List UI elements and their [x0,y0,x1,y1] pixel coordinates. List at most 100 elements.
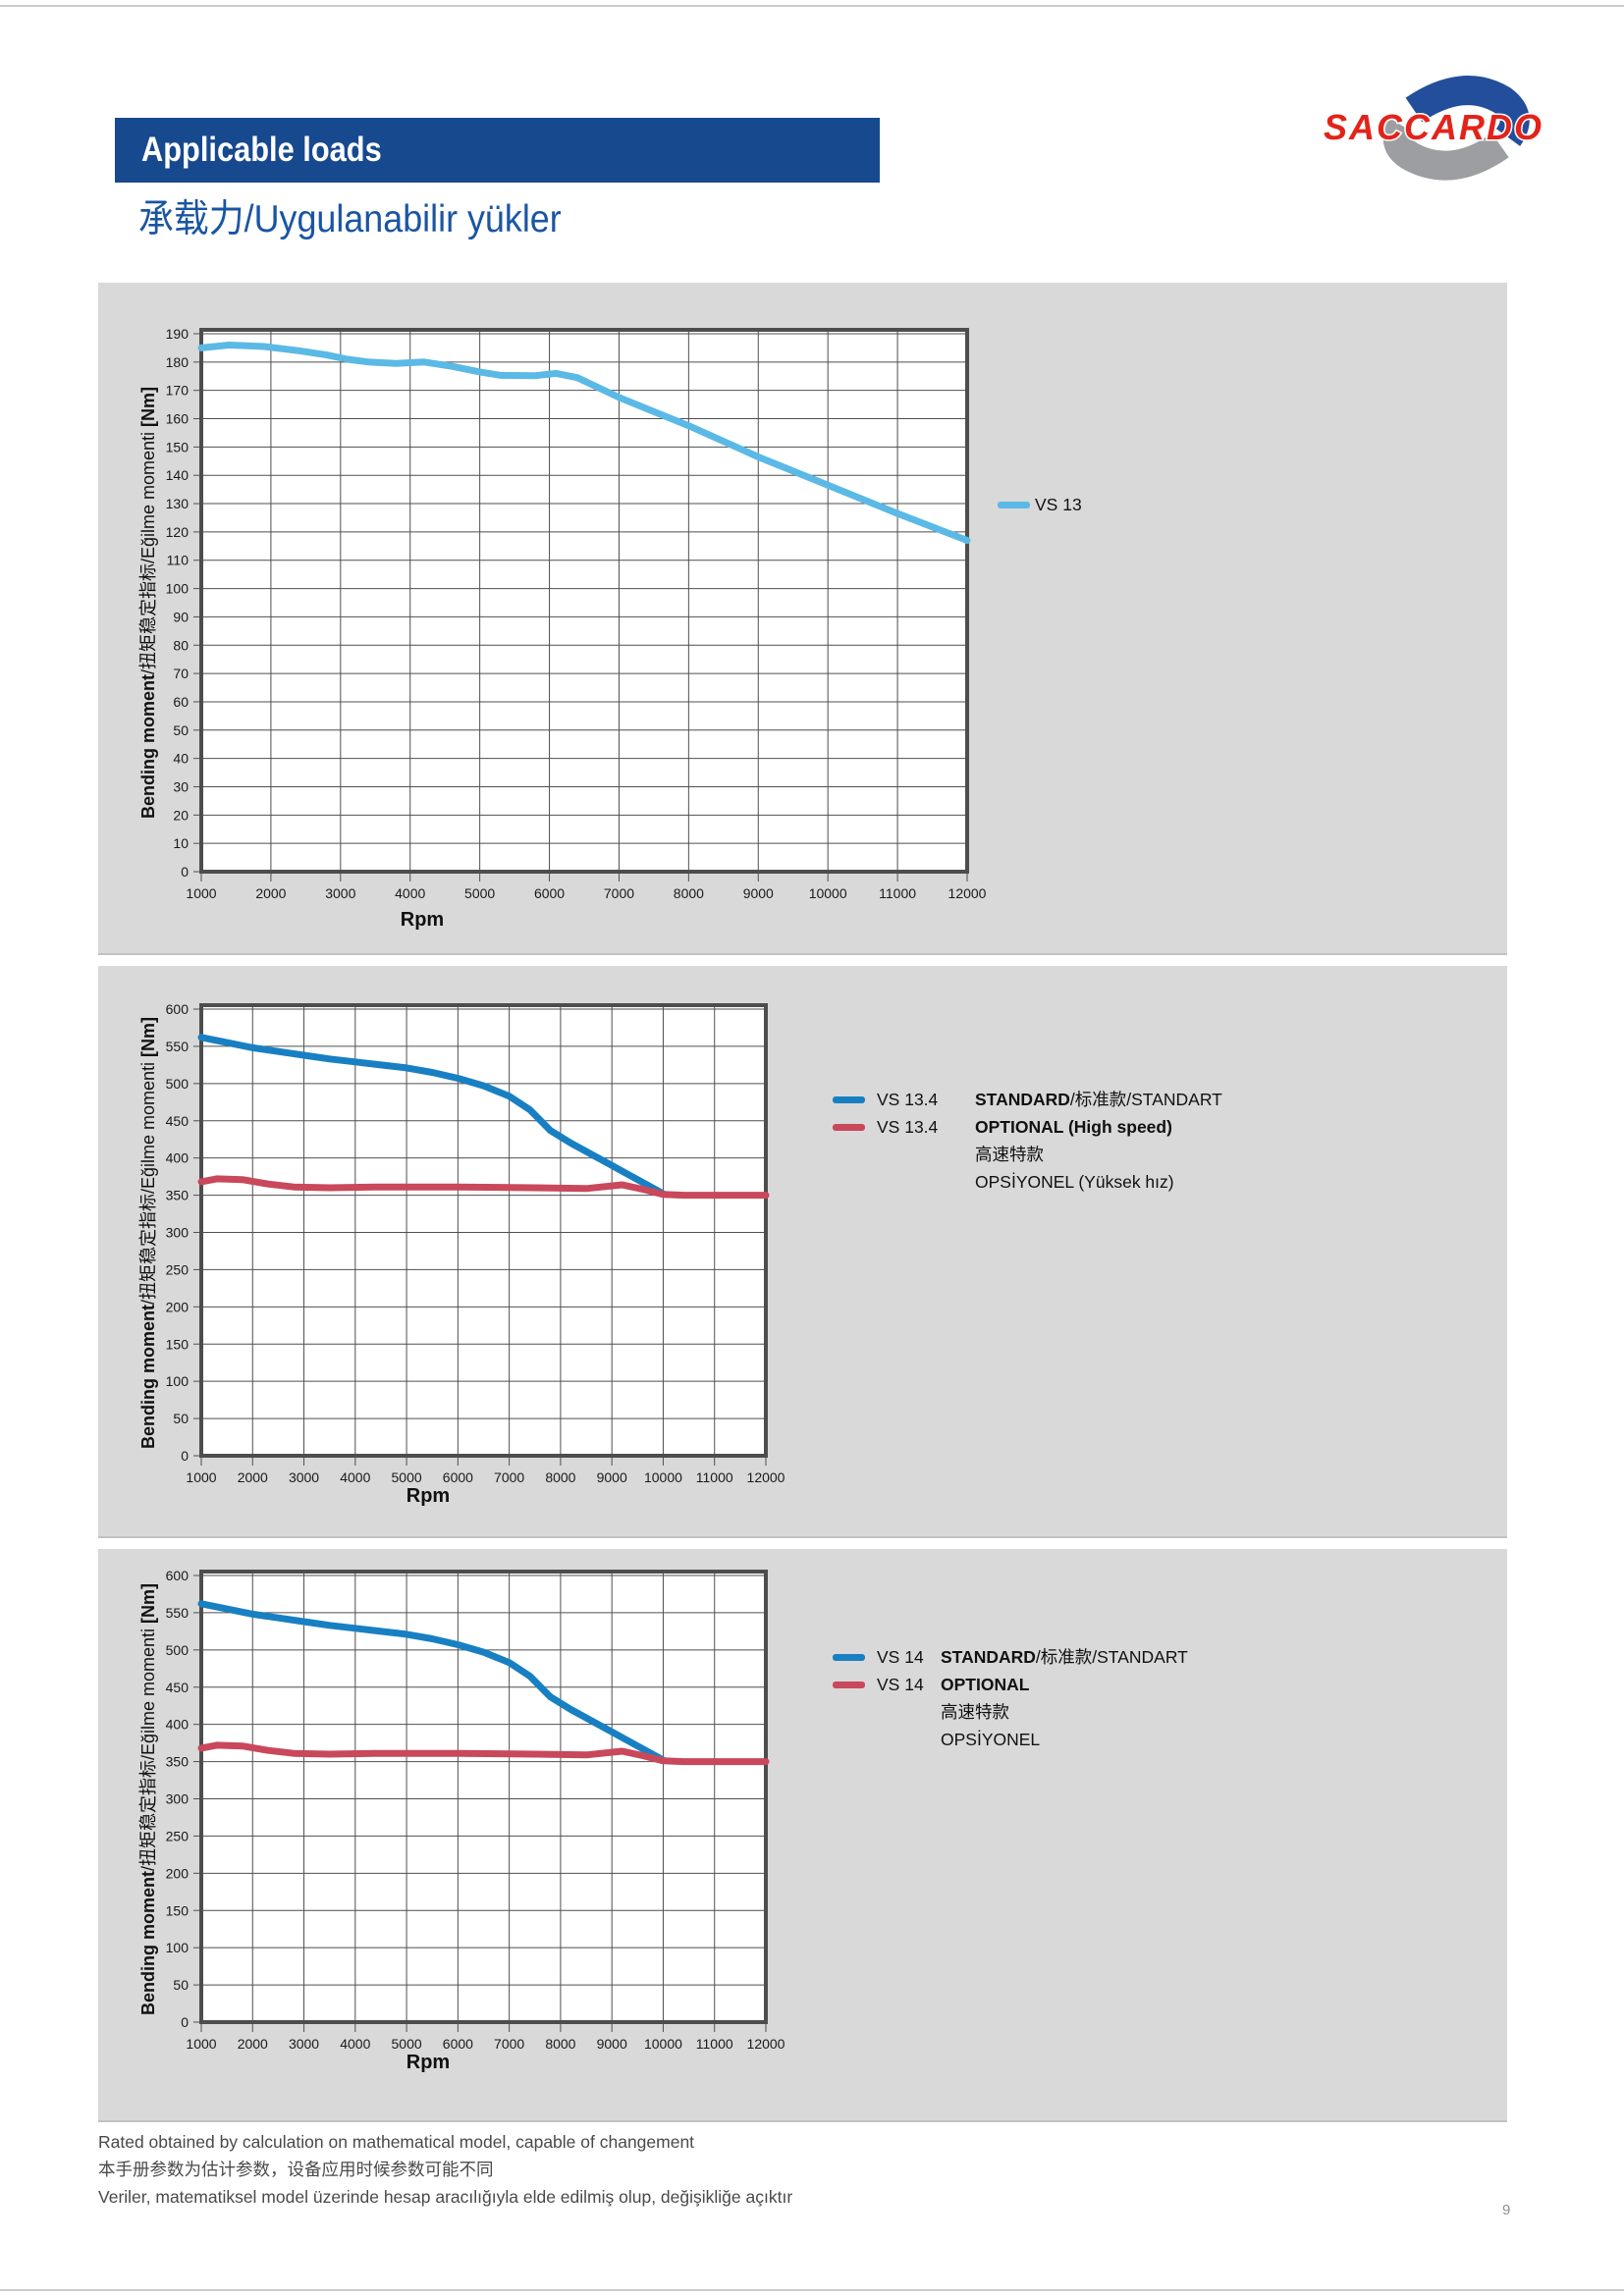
y-axis-label-unit: [Nm] [138,386,158,427]
legend-desc-bold: STANDARD [975,1090,1070,1109]
y-tick-label: 20 [173,807,189,823]
legend-swatch-vs13 [998,502,1030,508]
y-axis-label-unit: [Nm] [138,1582,158,1624]
y-axis-label: Bending moment/扭矩稳定指标/Eğilme momenti [Nm… [135,387,160,819]
legend-label: VS 13 [1035,495,1082,514]
x-tick-label: 11000 [696,1469,733,1485]
x-tick-label: 10000 [644,2036,682,2052]
series-line-vs-13-4-optional-high-speed- [197,1175,770,1200]
legend-desc-cn: 高速特款 [975,1145,1044,1164]
legend-swatch-standard [833,1654,865,1661]
legend-desc-bold: OPTIONAL (High speed) [975,1117,1172,1137]
y-tick-label: 70 [173,666,189,681]
logo-s-bottom-icon [1382,118,1509,181]
chart-vs14-canvas: 0 50 100 150 200 250 300 350 400 450 500 550 600 1000… [166,1568,785,2052]
legend-swatch-optional [833,1682,865,1688]
y-tick-label: 140 [166,467,189,483]
legend-swatch-standard [833,1096,865,1103]
y-tick-label: 500 [166,1642,189,1658]
y-tick-label: 10 [173,835,189,851]
x-tick-label: 8000 [545,1469,575,1485]
page-bottom-edge [0,2289,1624,2291]
x-tick-label: 8000 [545,2036,575,2052]
y-tick-label: 550 [166,1605,189,1621]
legend-swatch-optional [833,1124,865,1131]
x-tick-label: 11000 [696,2036,733,2052]
y-tick-label: 190 [166,326,189,342]
y-tick-label: 100 [166,1940,189,1955]
y-tick-label: 150 [166,439,189,454]
plot-border [199,1003,768,1458]
x-tick-label: 1000 [186,885,216,901]
y-tick-label: 350 [166,1754,189,1770]
x-tick-label: 3000 [289,1469,319,1485]
y-axis-label-bold: Bending moment [138,1305,158,1450]
x-tick-label: 5000 [464,885,495,901]
legend-vs14: VS 14 STANDARD/标准款/STANDART VS 14 OPTION… [833,1643,1188,1753]
y-tick-label: 450 [166,1680,189,1695]
y-tick-label: 200 [166,1865,189,1881]
y-axis-label-mid: /扭矩稳定指标/Eğilme momenti [138,1623,158,1872]
y-axis-label-bold: Bending moment [138,674,158,820]
legend-desc: OPTIONAL 高速特款 OPSİYONEL [941,1671,1040,1753]
y-tick-label: 50 [173,1411,189,1426]
x-tick-label: 6000 [443,2036,473,2052]
y-tick-label: 130 [166,496,189,511]
page-title: Applicable loads [141,131,382,169]
y-tick-label: 0 [181,2014,189,2030]
y-tick-label: 90 [173,609,189,624]
y-tick-label: 0 [181,864,189,880]
legend-model: VS 14 [877,1647,924,1667]
x-tick-label: 12000 [747,2036,785,2052]
page-number: 9 [1502,2202,1511,2218]
plot-area [201,1572,766,2022]
legend-model: VS 14 [877,1675,924,1694]
x-axis-label: Rpm [406,1485,451,1507]
y-tick-label: 200 [166,1299,189,1314]
x-tick-label: 7000 [604,885,634,901]
x-tick-label: 6000 [534,885,565,901]
legend-row-optional: VS 14 OPTIONAL 高速特款 OPSİYONEL [833,1671,1188,1753]
y-tick-label: 60 [173,694,189,710]
legend-desc-rest: /标准款/STANDART [1069,1090,1222,1109]
plot-area [201,1005,766,1456]
footer-line-en: Rated obtained by calculation on mathema… [98,2132,695,2152]
plot-border [199,1570,768,2024]
x-tick-label: 11000 [879,885,916,901]
y-tick-label: 250 [166,1261,189,1277]
x-tick-label: 1000 [186,2036,216,2052]
x-tick-label: 10000 [644,1469,682,1485]
y-axis-label-mid: /扭矩稳定指标/Eğilme momenti [138,426,158,675]
legend-desc: STANDARD/标准款/STANDART [975,1086,1222,1113]
footer-line-tr: Veriler, matematiksel model üzerinde hes… [98,2187,793,2207]
y-tick-label: 0 [181,1448,189,1464]
series-line-vs-14-standard [197,1600,667,1764]
legend-desc: OPTIONAL (High speed) 高速特款 OPSİYONEL (Yü… [975,1113,1174,1196]
y-tick-label: 500 [166,1076,189,1092]
legend-desc: STANDARD/标准款/STANDART [941,1643,1188,1671]
y-tick-label: 30 [173,778,189,794]
x-tick-label: 5000 [392,1469,422,1485]
series-line-vs-14-optional [197,1741,770,1766]
legend-desc-bold: STANDARD [941,1647,1036,1667]
footer-notes: Rated obtained by calculation on mathema… [98,2128,792,2211]
chart-vs13-4-canvas: 0 50 100 150 200 250 300 350 400 450 500 550 600 1000… [166,1001,785,1485]
legend-row-standard: VS 14 STANDARD/标准款/STANDART [833,1643,1188,1671]
x-tick-label: 3000 [325,885,355,901]
x-tick-label: 6000 [443,1469,473,1485]
x-tick-label: 9000 [743,885,774,901]
x-tick-label: 7000 [494,1469,524,1485]
y-axis-label: Bending moment/扭矩稳定指标/Eğilme momenti [Nm… [135,1017,160,1449]
legend-desc-cn: 高速特款 [941,1702,1009,1722]
x-tick-label: 1000 [186,1469,216,1485]
y-tick-label: 120 [166,524,189,540]
y-axis-label-unit: [Nm] [138,1016,158,1057]
y-tick-label: 350 [166,1188,189,1203]
logo-wordmark: SACCARDO [1324,107,1543,147]
y-tick-label: 180 [166,354,189,370]
y-tick-label: 170 [166,383,189,399]
x-tick-label: 4000 [395,885,425,901]
x-tick-label: 9000 [597,2036,627,2052]
x-tick-label: 2000 [238,1469,268,1485]
